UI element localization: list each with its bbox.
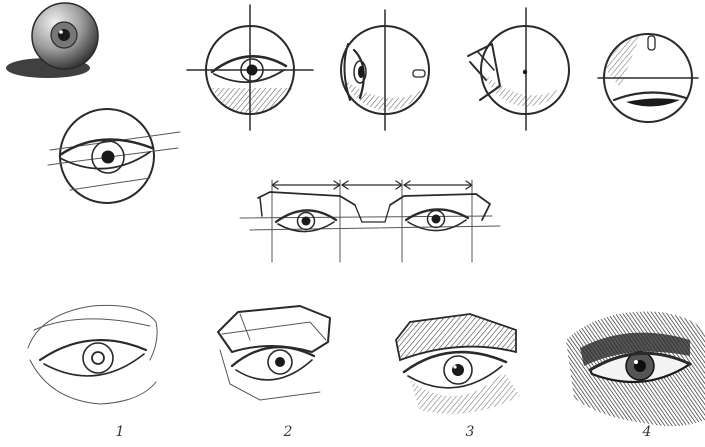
study-number-3: 3	[465, 424, 475, 440]
eyeball-sphere-three-quarter	[340, 9, 430, 131]
eyeball-sphere-looking-down	[597, 33, 699, 123]
eyeball-sphere-front	[186, 4, 314, 131]
eye-study-1-outline	[27, 304, 158, 405]
eye-pair-proportions	[239, 179, 501, 263]
study-number-2: 2	[283, 424, 293, 440]
eye-study-4-rendered	[566, 311, 705, 427]
eye-study-2-planes	[217, 305, 331, 401]
eye-in-circle-construction	[47, 108, 181, 204]
eyeball-sphere-side	[467, 7, 570, 131]
eyeball-shaded-sphere	[6, 2, 99, 78]
eye-study-3-shaded	[395, 313, 520, 414]
study-number-1: 1	[115, 424, 125, 440]
study-number-4: 4	[642, 424, 652, 440]
